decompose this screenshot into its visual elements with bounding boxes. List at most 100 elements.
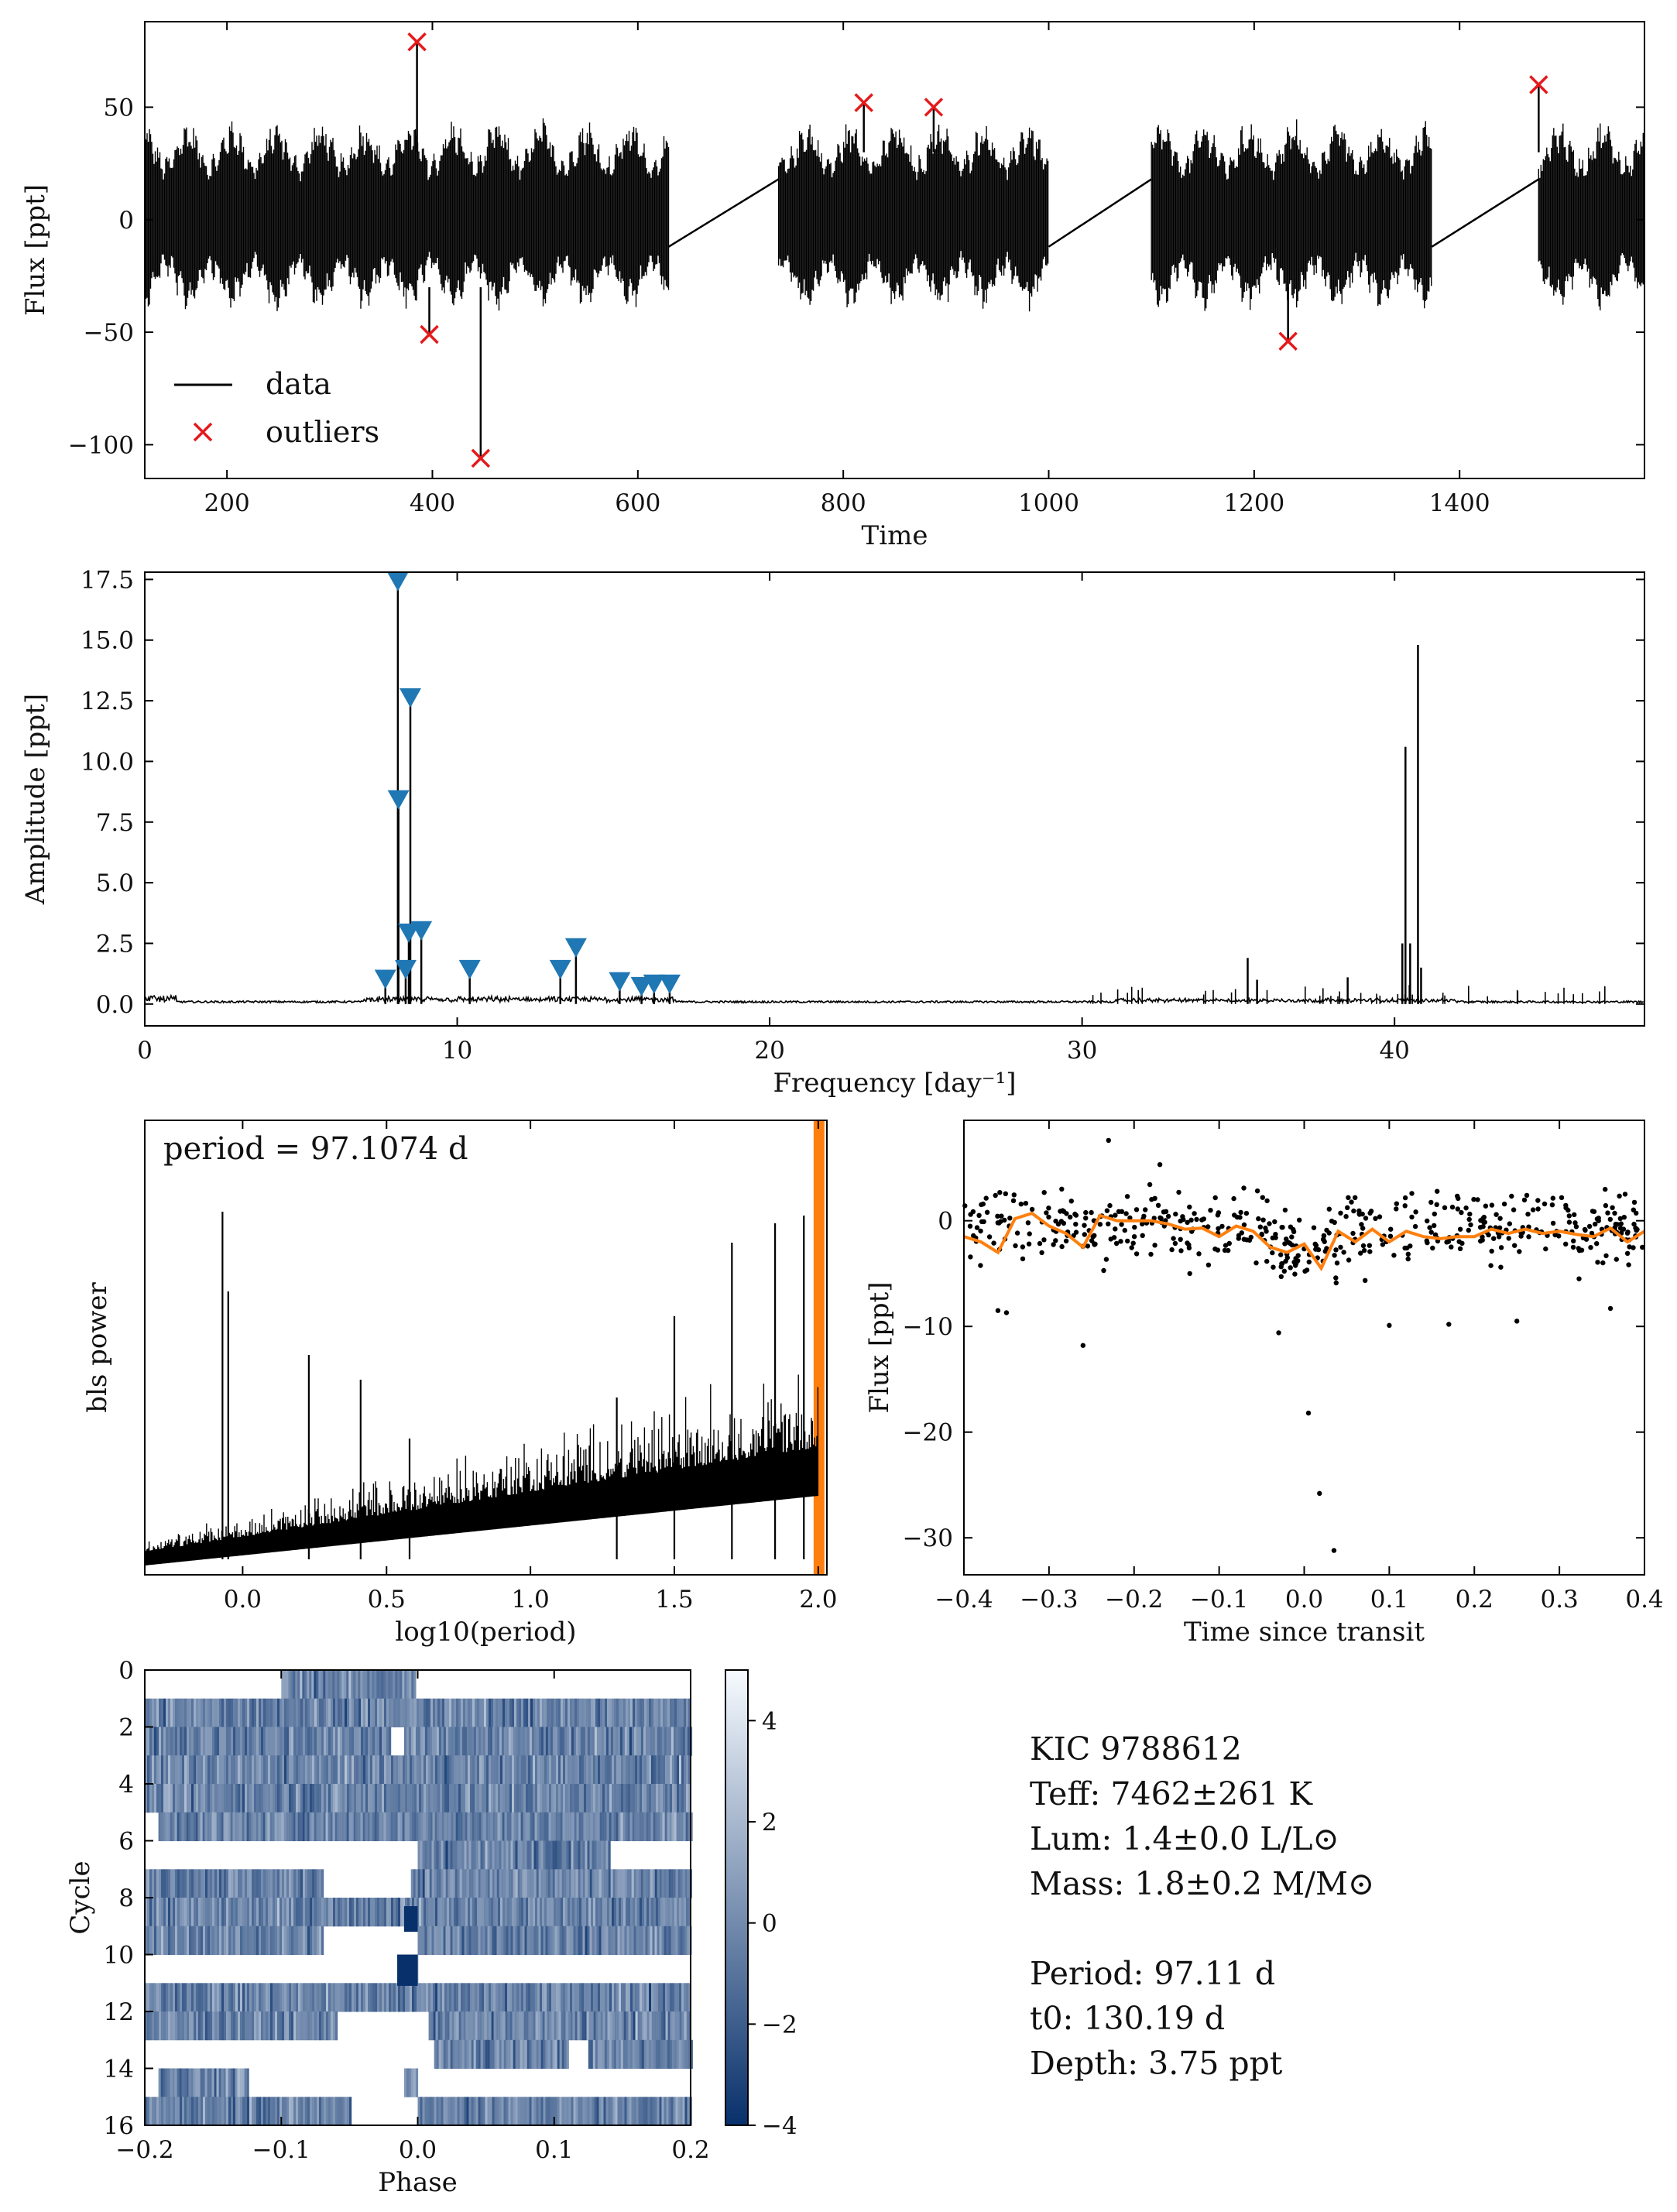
river-cell (682, 1926, 685, 1956)
river-cell (677, 1983, 680, 2012)
river-cell (224, 1926, 227, 1956)
river-cell (605, 1727, 609, 1756)
river-cell (589, 2097, 592, 2126)
river-cell (575, 1840, 578, 1870)
river-cell (256, 1755, 259, 1785)
river-cell (354, 1983, 357, 2012)
river-cell (564, 2039, 567, 2070)
river-cell (326, 1898, 329, 1927)
river-cell (280, 1869, 283, 1898)
transit-point (1178, 1236, 1183, 1243)
river-cell (602, 2011, 605, 2041)
river-cell (597, 1812, 600, 1842)
river-cell (397, 1670, 400, 1699)
river-cell (318, 1670, 321, 1699)
river-cell (533, 2097, 537, 2126)
river-cell (303, 1755, 306, 1785)
river-cell (307, 1727, 310, 1756)
river-cell (426, 1784, 429, 1813)
river-cell (475, 1784, 478, 1813)
river-cell (161, 2097, 164, 2126)
transit-point (1456, 1195, 1461, 1202)
river-cell (470, 1755, 473, 1785)
river-cell (420, 2097, 423, 2126)
transit-point (1152, 1243, 1157, 1248)
river-cell (506, 1727, 509, 1756)
river-cell (166, 2097, 169, 2126)
river-cell (478, 1812, 482, 1842)
river-cell (409, 1670, 412, 1699)
river-cell (526, 1869, 530, 1898)
river-cell (568, 1784, 571, 1813)
transit-point (1053, 1238, 1058, 1243)
transit-point (1535, 1206, 1541, 1212)
river-cell (686, 2011, 689, 2041)
river-cell (645, 1727, 649, 1756)
river-cell (668, 1926, 671, 1956)
river-cell (514, 1698, 517, 1728)
river-cell (365, 1898, 369, 1927)
river-cell (439, 1812, 442, 1842)
river-cell (188, 2068, 191, 2097)
river-cell (640, 1869, 643, 1898)
river-cell (161, 1755, 164, 1785)
river-cell (507, 2011, 510, 2041)
river-cell (210, 2011, 213, 2041)
river-cell (342, 1983, 345, 2012)
river-cell (478, 2039, 481, 2070)
river-cell (209, 1812, 212, 1842)
transit-point (1542, 1201, 1548, 1207)
transit-point (1118, 1239, 1123, 1244)
river-cell (184, 1869, 187, 1898)
river-cell (653, 1784, 657, 1813)
river-cell (207, 1869, 211, 1898)
river-cell (550, 1727, 554, 1756)
river-cell (372, 1755, 376, 1785)
river-cell (326, 1784, 329, 1813)
river-cell (310, 1869, 313, 1898)
river-cell (365, 1698, 369, 1728)
river-cell (636, 2039, 640, 2070)
river-cell (156, 1755, 159, 1785)
river-cell (298, 1926, 301, 1956)
river-cell (297, 1670, 300, 1699)
river-cell (515, 2097, 518, 2126)
river-cell (444, 2011, 448, 2041)
river-cell (466, 1727, 470, 1756)
river-cell (163, 1869, 166, 1898)
river-cell (175, 2011, 178, 2041)
transit-point (1312, 1241, 1318, 1247)
river-cell (667, 1812, 670, 1842)
river-cell (621, 1983, 624, 2012)
river-cell (595, 1755, 598, 1785)
river-cell (231, 1755, 234, 1785)
river-cell (568, 1755, 571, 1785)
river-cell (514, 1755, 517, 1785)
river-cell (242, 1784, 245, 1813)
river-cell (586, 1755, 589, 1785)
river-cell (526, 1727, 530, 1756)
river-cell (638, 2097, 641, 2126)
river-cell (506, 1926, 509, 1956)
river-cell (473, 1926, 476, 1956)
river-cell (242, 2011, 245, 2041)
river-cell (513, 1926, 516, 1956)
river-cell (623, 1898, 626, 1927)
river-cell (629, 1869, 632, 1898)
river-cell (540, 1727, 544, 1756)
river-cell (612, 1727, 616, 1756)
river-cell (247, 2097, 250, 2126)
river-cell (210, 2097, 213, 2126)
river-cell (549, 1784, 552, 1813)
river-cell (643, 1812, 646, 1842)
transit-point (1082, 1232, 1088, 1237)
river-cell (664, 1926, 667, 1956)
river-cell (412, 1698, 415, 1728)
river-cell (475, 1898, 478, 1927)
river-cell (690, 2039, 693, 2070)
river-cell (277, 1898, 280, 1927)
transit-point (995, 1213, 1000, 1219)
river-cell (433, 1784, 436, 1813)
river-cell (542, 1755, 545, 1785)
river-cell (280, 1755, 283, 1785)
